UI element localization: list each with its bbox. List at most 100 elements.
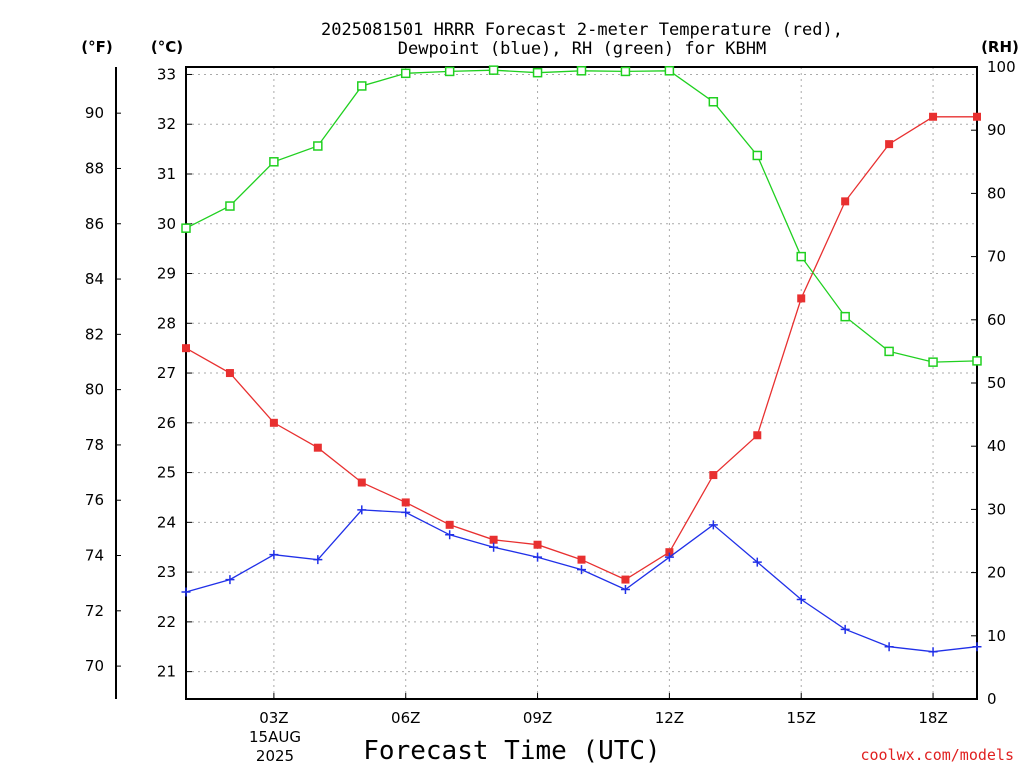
data-point — [401, 507, 411, 517]
celsius-tick-label: 32 — [157, 115, 176, 133]
data-point — [488, 65, 499, 75]
data-point — [532, 67, 543, 78]
data-point — [753, 431, 762, 440]
dewpoint-series — [181, 505, 982, 657]
x-tick-label: 09Z — [523, 709, 552, 727]
temperature-series-line — [185, 116, 977, 581]
celsius-tick-label: 25 — [157, 464, 176, 482]
data-point — [620, 66, 631, 77]
fahrenheit-unit-label: (°F) — [81, 38, 112, 56]
data-point — [225, 201, 235, 211]
data-point — [313, 555, 323, 565]
chart-title: 2025081501 HRRR Forecast 2-meter Tempera… — [321, 20, 843, 40]
rh-tick-label: 0 — [987, 690, 997, 708]
data-point — [709, 471, 718, 480]
date-label-year: 2025 — [256, 747, 294, 765]
data-point — [665, 548, 674, 557]
celsius-tick-label: 27 — [157, 364, 176, 382]
data-point — [533, 540, 542, 549]
data-point — [796, 594, 806, 604]
celsius-tick-label: 29 — [157, 265, 176, 283]
data-point — [884, 346, 894, 357]
grid-lines — [186, 67, 977, 699]
data-point — [621, 575, 630, 584]
rh-tick-label: 10 — [987, 627, 1006, 645]
data-point — [181, 223, 191, 233]
rh-tick-label: 70 — [987, 248, 1006, 266]
data-point — [577, 565, 586, 575]
rh-tick-label: 80 — [987, 184, 1006, 202]
rh-tick-label: 90 — [987, 121, 1006, 139]
data-point — [401, 498, 410, 507]
data-point — [533, 552, 543, 562]
fahrenheit-tick-label: 84 — [85, 270, 104, 288]
x-axis-title: Forecast Time (UTC) — [363, 736, 660, 766]
celsius-tick-label: 31 — [157, 165, 176, 183]
data-point — [444, 66, 455, 77]
dewpoint-series-line — [185, 509, 978, 653]
chart-subtitle: Dewpoint (blue), RH (green) for KBHM — [398, 39, 766, 59]
data-point — [225, 369, 234, 378]
fahrenheit-tick-label: 82 — [85, 325, 104, 343]
data-point — [973, 112, 981, 121]
celsius-tick-label: 33 — [157, 65, 176, 83]
data-point — [972, 356, 982, 366]
data-point — [928, 357, 938, 367]
fahrenheit-tick-label: 70 — [85, 657, 104, 675]
data-point — [752, 150, 763, 161]
rh-unit-label: (RH) — [981, 38, 1019, 56]
data-point — [664, 66, 675, 76]
data-point — [576, 66, 587, 76]
x-tick-label: 18Z — [918, 709, 947, 727]
data-point — [841, 197, 850, 206]
rh-series — [181, 65, 982, 367]
data-point — [664, 552, 674, 562]
data-point — [313, 141, 323, 151]
data-point — [357, 81, 367, 91]
x-tick-label: 03Z — [259, 709, 288, 727]
date-label-day: 15AUG — [249, 728, 301, 746]
rh-tick-label: 20 — [987, 564, 1006, 582]
rh-tick-label: 60 — [987, 311, 1006, 329]
rh-tick-label: 40 — [987, 437, 1006, 455]
fahrenheit-tick-label: 88 — [85, 159, 104, 177]
data-point — [400, 68, 411, 79]
data-point — [181, 587, 191, 597]
fahrenheit-tick-label: 78 — [85, 436, 104, 454]
fahrenheit-tick-label: 90 — [85, 104, 104, 122]
data-point — [796, 251, 806, 262]
celsius-tick-label: 23 — [157, 563, 176, 581]
rh-series-line — [185, 69, 978, 363]
axes: 21 22 23 24 25 26 27 28 29 30 31 32 33 70 72 74 76 78 80 82… — [85, 58, 1016, 727]
rh-tick-label: 50 — [987, 374, 1006, 392]
data-point — [445, 530, 455, 540]
data-point — [884, 642, 894, 652]
data-point — [620, 585, 630, 595]
celsius-tick-label: 30 — [157, 215, 176, 233]
data-point — [489, 535, 498, 544]
data-point — [752, 557, 762, 567]
data-point — [357, 478, 366, 487]
data-point — [972, 642, 982, 652]
fahrenheit-tick-label: 80 — [85, 381, 104, 399]
fahrenheit-tick-label: 86 — [85, 215, 104, 233]
data-point — [445, 520, 454, 529]
celsius-tick-label: 26 — [157, 414, 176, 432]
data-point — [885, 140, 894, 149]
celsius-tick-label: 24 — [157, 513, 176, 531]
fahrenheit-tick-label: 74 — [85, 547, 104, 565]
rh-tick-label: 30 — [987, 500, 1006, 518]
data-point — [269, 157, 279, 167]
x-tick-label: 12Z — [655, 709, 684, 727]
data-point — [797, 294, 806, 303]
data-point — [489, 542, 499, 552]
celsius-tick-label: 22 — [157, 613, 176, 631]
credit-text: coolwx.com/models — [860, 746, 1014, 764]
plot-frame — [185, 66, 978, 700]
temperature-series — [182, 112, 981, 584]
data-point — [708, 97, 719, 107]
data-series — [181, 65, 982, 657]
celsius-unit-label: (°C) — [151, 38, 183, 56]
data-point — [313, 443, 322, 452]
